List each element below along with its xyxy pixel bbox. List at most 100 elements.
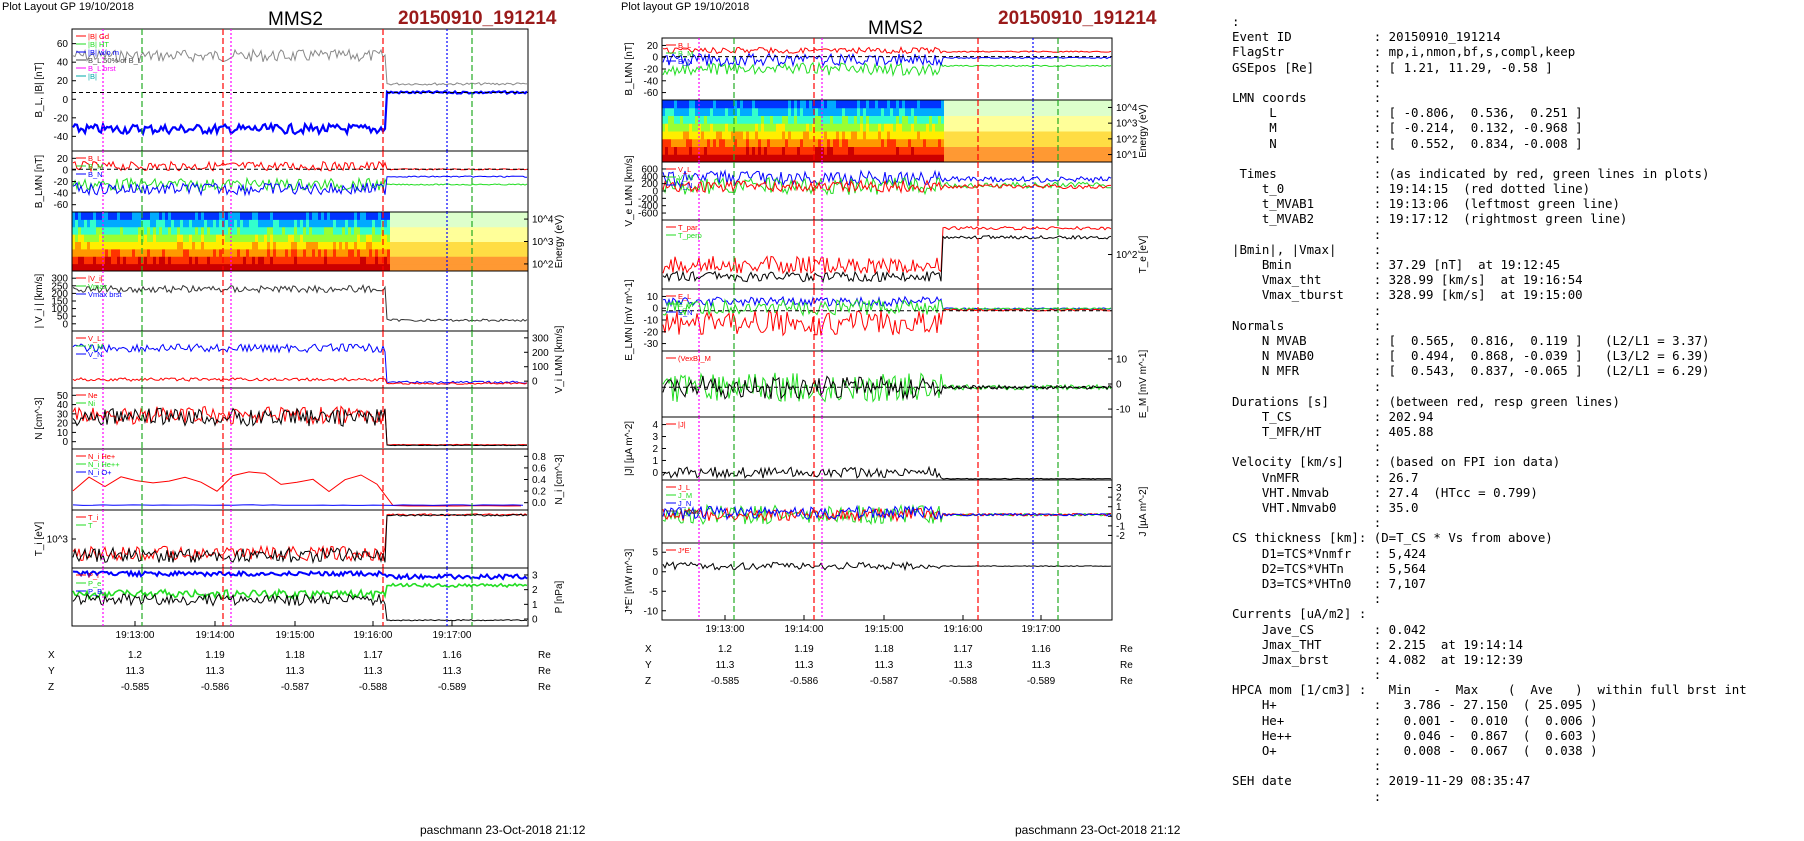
- spectrogram-cell: [920, 115, 924, 124]
- spectrogram-cell: [947, 100, 951, 109]
- spectrogram-cell: [501, 241, 505, 250]
- spectrogram-cell: [947, 123, 951, 132]
- spectrogram-cell: [459, 248, 463, 257]
- spectrogram-cell: [432, 241, 436, 250]
- spectrogram-cell: [234, 219, 238, 228]
- spectrogram-cell: [872, 107, 876, 116]
- info-line: D3=TCS*VHTn0 : 7,107: [1232, 575, 1426, 591]
- series-trace: [662, 234, 1112, 284]
- spectrogram-cell: [201, 234, 205, 242]
- spectrogram-cell: [90, 234, 94, 242]
- spectrogram-cell: [845, 123, 849, 132]
- spectrogram-cell: [270, 226, 274, 235]
- spectrogram-cell: [992, 154, 996, 163]
- spectrogram-cell: [321, 234, 325, 242]
- spectrogram-cell: [96, 219, 100, 228]
- coord-value: -0.588: [949, 676, 978, 687]
- spectrogram-cell: [926, 138, 930, 147]
- spectrogram-cell: [872, 154, 876, 163]
- spectrogram-cell: [141, 263, 145, 272]
- spectrogram-cell: [797, 146, 801, 155]
- spectrogram-cell: [294, 256, 298, 265]
- spectrogram-cell: [869, 138, 873, 147]
- spectrogram-cell: [1034, 131, 1038, 140]
- spectrogram-cell: [851, 123, 855, 132]
- tick-label: 40: [57, 58, 69, 69]
- info-line: :: [1232, 74, 1382, 90]
- spectrogram-cell: [1091, 154, 1095, 163]
- spectrogram-cell: [435, 241, 439, 250]
- spectrogram-cell: [390, 241, 394, 250]
- spectrogram-cell: [156, 241, 160, 250]
- spectrogram-cell: [827, 146, 831, 155]
- info-line: :: [1232, 302, 1382, 318]
- spectrogram-cell: [1055, 115, 1059, 124]
- spectrogram-cell: [144, 241, 148, 250]
- spectrogram-cell: [438, 263, 442, 272]
- spectrogram-cell: [111, 241, 115, 250]
- spectrogram-cell: [111, 212, 115, 220]
- spectrogram-cell: [935, 115, 939, 124]
- spectrogram-cell: [330, 241, 334, 250]
- spectrogram-cell: [1070, 123, 1074, 132]
- spectrogram-cell: [84, 226, 88, 235]
- spectrogram-cell: [234, 212, 238, 220]
- panel: 200-20-40-60B_LMN [nT] B_LB_MB_NX 1.2 1.19 1…: [624, 37, 1133, 687]
- spectrogram-cell: [935, 154, 939, 163]
- spectrogram-cell: [689, 154, 693, 163]
- spectrogram-cell: [129, 219, 133, 228]
- spectrogram-cell: [468, 263, 472, 272]
- panel: 0.80.60.40.20.0 N_i [cm^-3]N_i He+N_i He+…: [71, 448, 565, 511]
- spectrogram-cell: [123, 263, 127, 272]
- spectrogram-cell: [120, 234, 124, 242]
- spectrogram-cell: [767, 138, 771, 147]
- spectrogram-cell: [857, 107, 861, 116]
- spectrogram-cell: [995, 115, 999, 124]
- spectrogram-cell: [231, 248, 235, 257]
- spectrogram-cell: [315, 248, 319, 257]
- spectrogram-cell: [249, 212, 253, 220]
- spectrogram-cell: [438, 212, 442, 220]
- spectrogram-cell: [423, 226, 427, 235]
- spectrogram-cell: [465, 241, 469, 250]
- spectrogram-cell: [153, 212, 157, 220]
- spectrogram-cell: [204, 263, 208, 272]
- panel: 100-10-20-30E_LMN [mV m^-1] E_LE_ME_N: [624, 279, 1113, 361]
- spectrogram-cell: [123, 226, 127, 235]
- spectrogram-cell: [87, 241, 91, 250]
- spectrogram-cell: [959, 100, 963, 109]
- spectrogram-cell: [192, 212, 196, 220]
- spectrogram-cell: [153, 234, 157, 242]
- spectrogram-cell: [330, 256, 334, 265]
- spectrogram-cell: [923, 100, 927, 109]
- spectrogram-cell: [333, 226, 337, 235]
- spectrogram-cell: [120, 241, 124, 250]
- spectrogram-cell: [468, 234, 472, 242]
- spectrogram-cell: [893, 146, 897, 155]
- spectrogram-cell: [1001, 100, 1005, 109]
- spectrogram-cell: [432, 234, 436, 242]
- spectrogram-cell: [842, 100, 846, 109]
- spectrogram-cell: [81, 219, 85, 228]
- spectrogram-cell: [162, 234, 166, 242]
- info-line: :: [1232, 439, 1382, 455]
- spectrogram-cell: [261, 234, 265, 242]
- spectrogram-cell: [96, 234, 100, 242]
- info-line: T_MFR/HT : 405.88: [1232, 424, 1434, 440]
- spectrogram-cell: [315, 212, 319, 220]
- spectrogram-cell: [384, 219, 388, 228]
- spectrogram-cell: [1082, 107, 1086, 116]
- spectrogram-cell: [956, 115, 960, 124]
- spectrogram-cell: [992, 115, 996, 124]
- spectrogram-cell: [396, 263, 400, 272]
- spectrogram-cell: [177, 219, 181, 228]
- spectrogram-cell: [375, 263, 379, 272]
- spectrogram-cell: [1037, 146, 1041, 155]
- spectrogram-cell: [234, 248, 238, 257]
- spectrogram-cell: [171, 263, 175, 272]
- spectrogram-cell: [1088, 107, 1092, 116]
- spectrogram-cell: [408, 212, 412, 220]
- tick-label: 100: [532, 362, 549, 373]
- spectrogram-cell: [513, 241, 517, 250]
- spectrogram-cell: [417, 219, 421, 228]
